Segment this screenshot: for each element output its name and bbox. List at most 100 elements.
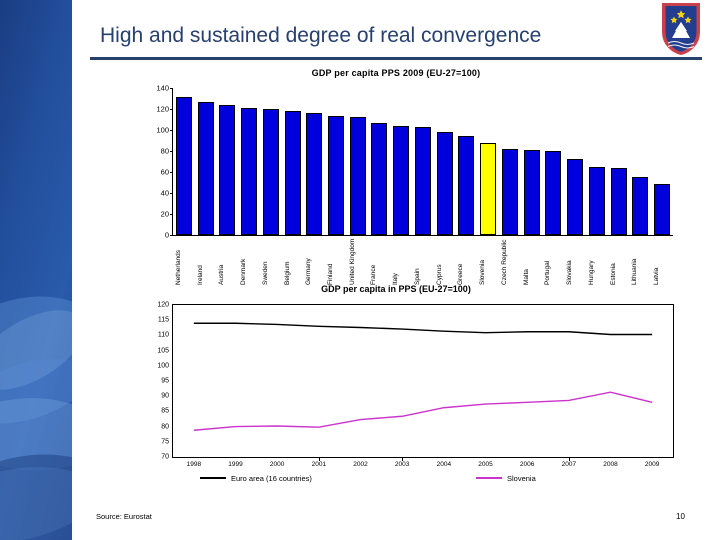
bar-item bbox=[414, 88, 431, 235]
bar-item bbox=[588, 88, 605, 235]
bar-item bbox=[306, 88, 323, 235]
bar-chart-x-tick-label: Czech Republic bbox=[500, 239, 508, 285]
bar bbox=[501, 148, 518, 235]
bar-chart-x-tick-label: Italy bbox=[392, 273, 400, 285]
bar-chart-x-tick-label: Greece bbox=[457, 263, 465, 285]
bar bbox=[632, 177, 649, 235]
bar-chart-y-tick-label: 100 bbox=[156, 125, 169, 135]
line-chart-y-tick-label: 90 bbox=[161, 392, 169, 400]
bar-chart-x-tick-label: France bbox=[370, 264, 378, 285]
bar bbox=[436, 132, 453, 235]
bar-chart-x-tick-label: Malta bbox=[522, 269, 530, 285]
bar-chart-y-tick-mark bbox=[170, 109, 173, 110]
line-series-path bbox=[194, 323, 652, 334]
legend-label: Slovenia bbox=[507, 473, 536, 483]
bar bbox=[567, 159, 584, 235]
bar bbox=[262, 109, 279, 235]
bar-item bbox=[349, 88, 366, 235]
line-chart-plot-area: 120 115 110 105 100 95 90 85 80 75 70 1998 1999 2000… bbox=[157, 302, 674, 468]
bar-item bbox=[371, 88, 388, 235]
bar-chart-x-tick-label: Germany bbox=[305, 258, 313, 285]
slide-header: High and sustained degree of real conver… bbox=[72, 0, 720, 62]
bar-chart-y-tick-label: 40 bbox=[160, 188, 169, 198]
bar bbox=[523, 149, 540, 235]
bar bbox=[371, 122, 388, 235]
bar bbox=[306, 113, 323, 235]
line-chart-y-tick-label: 115 bbox=[157, 316, 169, 324]
line-chart-x-tick-mark bbox=[402, 457, 404, 461]
bar-item bbox=[501, 88, 518, 235]
charts-image: GDP per capita PPS 2009 (EU-27=100) 140 1… bbox=[96, 66, 696, 500]
bar-chart-x-tick-label: Finland bbox=[327, 263, 334, 285]
bar-item bbox=[523, 88, 540, 235]
page-title: High and sustained degree of real conver… bbox=[100, 24, 542, 47]
bar-chart-y-tick-mark bbox=[170, 88, 173, 89]
legend-label: Euro area (16 countries) bbox=[231, 473, 312, 483]
bar bbox=[393, 125, 410, 235]
bar bbox=[197, 101, 214, 235]
line-chart-x-tick-label: 2003 bbox=[394, 461, 410, 468]
bar-chart-y-tick-mark bbox=[170, 151, 173, 152]
bar bbox=[654, 183, 671, 235]
line-chart-x-tick-label: 2000 bbox=[269, 461, 285, 468]
bar-chart-plot-area: 140 120 100 80 60 40 20 0 bbox=[156, 84, 673, 240]
line-chart-series bbox=[173, 305, 673, 457]
bar-chart-x-tick-label: Sweden bbox=[261, 261, 269, 286]
page-number: 10 bbox=[676, 512, 685, 521]
bar-item bbox=[241, 88, 258, 235]
bar-item bbox=[175, 88, 192, 235]
bar-item bbox=[284, 88, 301, 235]
bar-item bbox=[219, 88, 236, 235]
bar-chart-x-tick-label: Latvia bbox=[653, 267, 661, 285]
bar-chart-y-tick-mark bbox=[170, 235, 173, 236]
bar-item bbox=[545, 88, 562, 235]
line-chart-x-tick-mark bbox=[568, 457, 570, 461]
bar bbox=[610, 167, 627, 235]
bar-item bbox=[610, 88, 627, 235]
bar-chart-x-tick-label: Netherlands bbox=[174, 249, 182, 285]
line-chart-y-tick-label: 95 bbox=[161, 377, 169, 385]
bar-chart-title: GDP per capita PPS 2009 (EU-27=100) bbox=[311, 68, 481, 78]
bar-chart-x-tick-label: Portugal bbox=[544, 260, 552, 285]
line-chart: GDP per capita in PPS (EU-27=100) 120 115… bbox=[96, 284, 696, 500]
bar-item bbox=[436, 88, 453, 235]
line-chart-x-tick-label: 1998 bbox=[186, 461, 202, 468]
bar bbox=[284, 111, 301, 235]
line-chart-title: GDP per capita in PPS (EU-27=100) bbox=[321, 284, 471, 294]
bar bbox=[349, 117, 366, 235]
bar-item bbox=[197, 88, 214, 235]
line-chart-x-tick-label: 2002 bbox=[353, 461, 368, 468]
bar-chart-y-tick-mark bbox=[170, 172, 173, 173]
bar-chart-y-tick-label: 140 bbox=[156, 83, 169, 93]
line-chart-y-tick-label: 110 bbox=[157, 331, 169, 339]
line-chart-x-tick-label: 2009 bbox=[644, 461, 660, 468]
bar-chart-x-tick-label: Hungary bbox=[587, 260, 595, 285]
bar-item bbox=[480, 88, 497, 235]
line-series-path bbox=[194, 392, 652, 430]
bar bbox=[458, 136, 475, 235]
bar-chart-x-tick-label: Slovenia bbox=[479, 260, 487, 285]
legend-color-swatch bbox=[476, 477, 502, 479]
bar-chart: GDP per capita PPS 2009 (EU-27=100) 140 1… bbox=[96, 66, 696, 286]
bar-chart-y-tick-mark bbox=[170, 214, 173, 215]
line-chart-x-tick-label: 2004 bbox=[436, 461, 452, 468]
bar bbox=[480, 142, 497, 235]
bar bbox=[241, 107, 258, 235]
source-note: Source: Eurostat bbox=[96, 512, 152, 521]
line-chart-y-tick-label: 85 bbox=[161, 407, 169, 415]
line-chart-x-tick-label: 2006 bbox=[519, 461, 535, 468]
line-chart-y-tick-label: 70 bbox=[161, 453, 169, 461]
bar-chart-x-tick-label: Lithuania bbox=[631, 258, 639, 285]
line-chart-y-tick-label: 75 bbox=[161, 438, 169, 446]
line-chart-x-tick-mark bbox=[318, 457, 320, 461]
bar bbox=[219, 104, 236, 235]
legend-item: Slovenia bbox=[396, 474, 672, 483]
bar-chart-y-tick-mark bbox=[170, 193, 173, 194]
bar-chart-y-tick-label: 60 bbox=[160, 167, 169, 177]
bar bbox=[545, 151, 562, 235]
bar bbox=[414, 126, 431, 235]
bar-chart-x-tick-label: Slovakia bbox=[566, 260, 574, 285]
bar-chart-x-tick-label: Belgium bbox=[283, 261, 291, 285]
bar-chart-x-tick-label: United Kingdom bbox=[348, 238, 356, 285]
line-chart-x-tick-label: 1999 bbox=[228, 461, 243, 468]
